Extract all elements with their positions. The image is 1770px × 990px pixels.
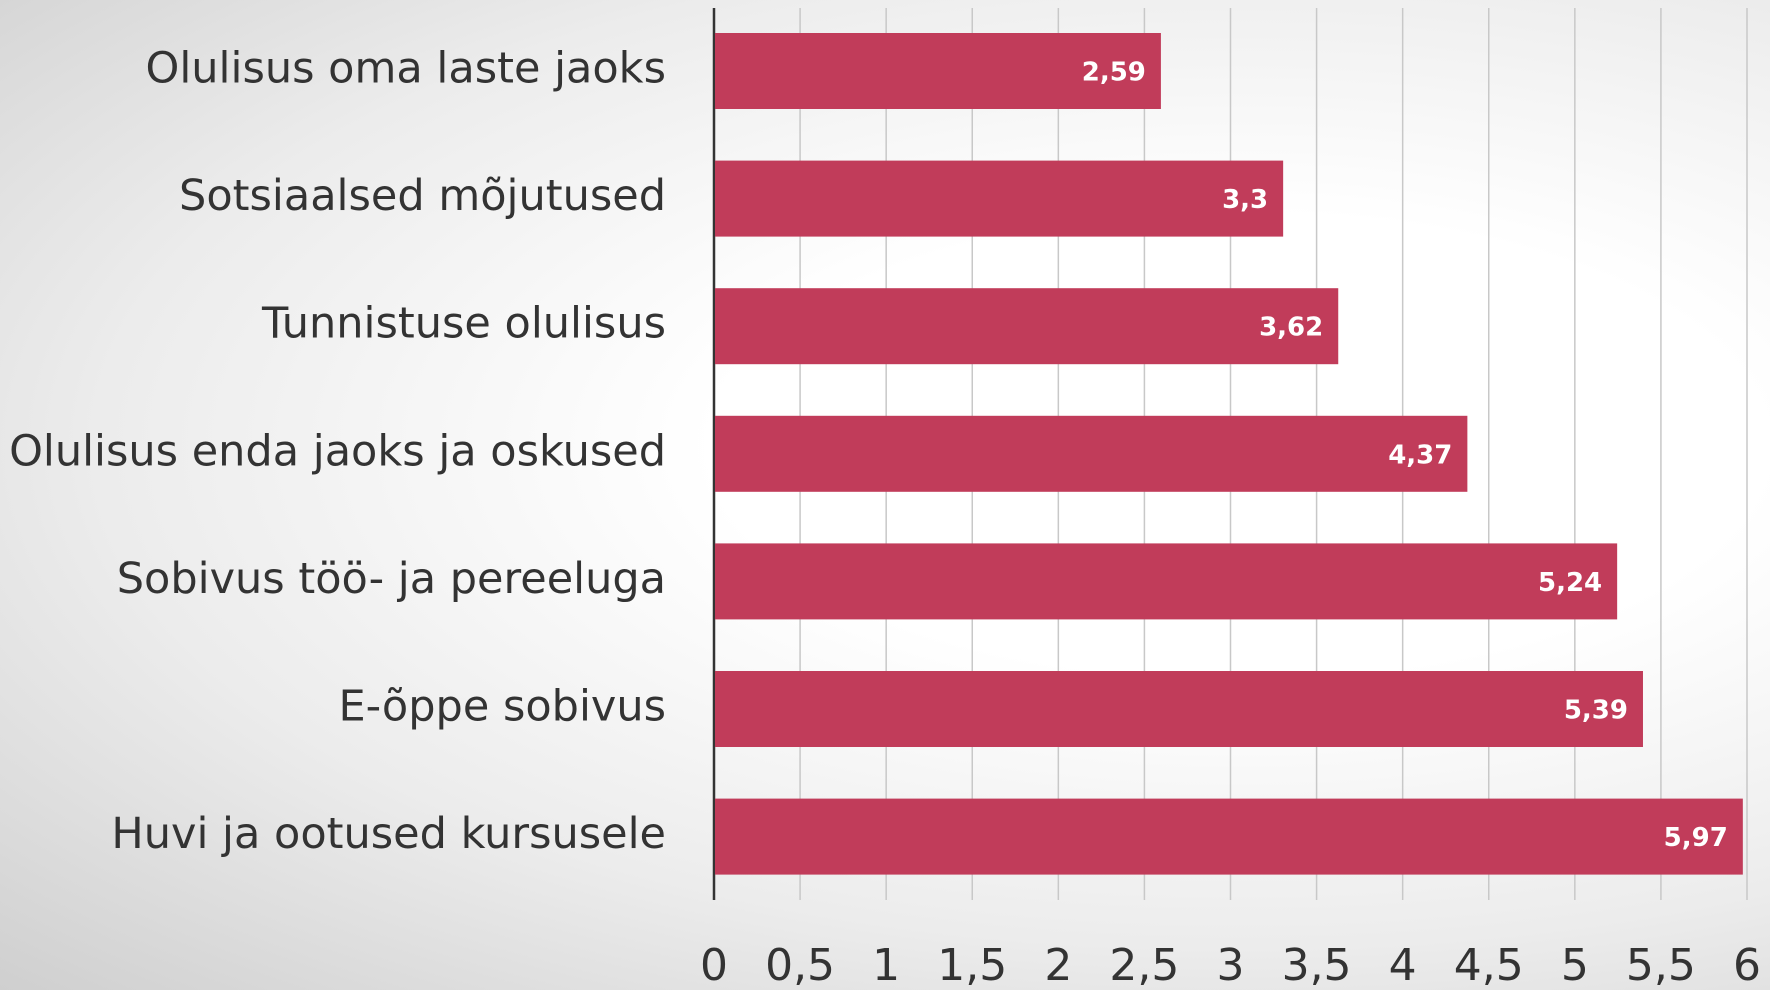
x-tick-label: 2,5: [1109, 940, 1179, 990]
x-tick-label: 6: [1733, 940, 1761, 990]
category-label: Sobivus töö- ja pereeluga: [117, 554, 666, 604]
x-tick-label: 5: [1561, 940, 1589, 990]
bar: [715, 288, 1339, 365]
x-tick-label: 4,5: [1454, 940, 1524, 990]
value-label: 5,24: [1538, 568, 1602, 598]
bar: [715, 671, 1643, 747]
category-label: E-õppe sobivus: [338, 682, 666, 732]
bar: [715, 33, 1161, 109]
x-tick-label: 5,5: [1626, 940, 1696, 990]
category-label: Olulisus enda jaoks ja oskused: [9, 426, 666, 476]
bar: [715, 798, 1743, 875]
x-tick-label: 1,5: [937, 940, 1007, 990]
x-tick-label: 0,5: [765, 940, 835, 990]
x-tick-label: 1: [872, 940, 900, 990]
bar: [715, 415, 1468, 492]
x-tick-label: 3,5: [1282, 940, 1352, 990]
value-label: 3,3: [1222, 185, 1268, 215]
bar: [715, 160, 1284, 237]
bar: [715, 543, 1618, 620]
x-tick-label: 4: [1389, 940, 1417, 990]
category-label: Olulisus oma laste jaoks: [146, 44, 666, 94]
value-label: 2,59: [1082, 58, 1146, 88]
category-label: Sotsiaalsed mõjutused: [179, 171, 666, 221]
x-tick-label: 0: [700, 940, 728, 990]
value-label: 4,37: [1388, 440, 1452, 470]
category-label: Huvi ja ootused kursusele: [111, 809, 666, 859]
x-tick-label: 3: [1217, 940, 1245, 990]
x-tick-label: 2: [1044, 940, 1072, 990]
value-label: 3,62: [1259, 313, 1323, 343]
value-label: 5,39: [1564, 696, 1628, 726]
value-label: 5,97: [1664, 823, 1728, 853]
category-label: Tunnistuse olulisus: [261, 299, 666, 349]
